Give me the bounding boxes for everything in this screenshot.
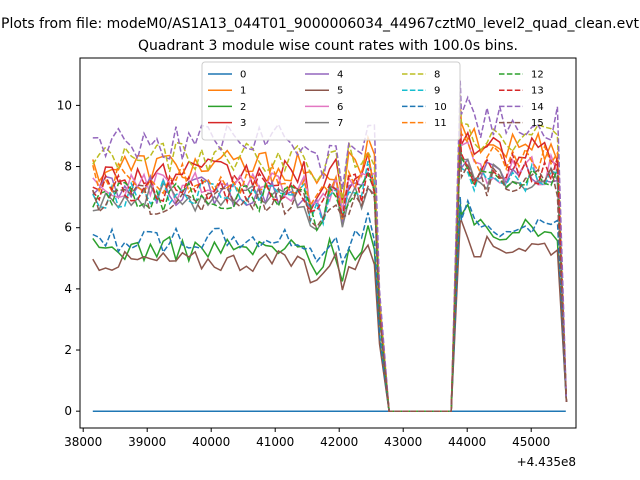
legend-label-11: 11 bbox=[434, 118, 447, 129]
legend-label-3: 3 bbox=[240, 118, 246, 129]
y-tick-label-4: 4 bbox=[64, 282, 72, 296]
series-line-7 bbox=[92, 143, 568, 412]
series-line-12 bbox=[92, 143, 568, 412]
x-tick-label-39000: 39000 bbox=[128, 435, 166, 449]
series-line-13 bbox=[92, 133, 568, 412]
series-line-3 bbox=[92, 115, 568, 412]
x-tick-label-40000: 40000 bbox=[192, 435, 230, 449]
series-line-2 bbox=[92, 202, 568, 412]
legend-label-13: 13 bbox=[531, 86, 544, 97]
y-tick-label-6: 6 bbox=[64, 221, 72, 235]
y-tick-label-10: 10 bbox=[57, 98, 72, 112]
x-tick-label-44000: 44000 bbox=[448, 435, 486, 449]
x-axis: 38000 39000 40000 41000 42000 43000 44000 45000 bbox=[64, 428, 550, 449]
x-offset-label: +4.435e8 bbox=[517, 455, 576, 469]
legend-label-4: 4 bbox=[337, 70, 343, 81]
legend-label-7: 7 bbox=[337, 118, 343, 129]
y-tick-label-8: 8 bbox=[64, 160, 72, 174]
legend-label-9: 9 bbox=[434, 86, 440, 97]
y-tick-label-2: 2 bbox=[64, 343, 72, 357]
legend-label-12: 12 bbox=[531, 70, 544, 81]
legend-label-8: 8 bbox=[434, 70, 440, 81]
x-tick-label-42000: 42000 bbox=[320, 435, 358, 449]
series-line-15 bbox=[92, 147, 568, 412]
legend-label-6: 6 bbox=[337, 102, 343, 113]
series-line-10 bbox=[92, 196, 568, 412]
plot-area: 38000 39000 40000 41000 42000 43000 44000 45000… bbox=[57, 57, 577, 469]
series-line-14 bbox=[92, 80, 568, 412]
figure-suptitle: Plots from file: modeM0/AS1A13_044T01_90… bbox=[1, 16, 639, 32]
x-tick-label-38000: 38000 bbox=[64, 435, 102, 449]
legend-label-2: 2 bbox=[240, 102, 246, 113]
series-line-11 bbox=[92, 122, 568, 412]
x-tick-label-43000: 43000 bbox=[384, 435, 422, 449]
legend-box bbox=[201, 61, 461, 141]
y-tick-label-0: 0 bbox=[64, 404, 72, 418]
legend-label-5: 5 bbox=[337, 86, 343, 97]
legend-label-10: 10 bbox=[434, 102, 447, 113]
chart-title: Quadrant 3 module wise count rates with … bbox=[138, 38, 518, 54]
series-line-5 bbox=[92, 219, 568, 412]
series-layer bbox=[92, 80, 568, 412]
y-axis: 0 2 4 6 8 10 bbox=[57, 98, 80, 418]
legend-label-0: 0 bbox=[240, 70, 246, 81]
series-line-1 bbox=[92, 105, 568, 412]
x-tick-label-41000: 41000 bbox=[256, 435, 294, 449]
legend-label-14: 14 bbox=[531, 102, 544, 113]
axes-frame bbox=[79, 57, 577, 429]
x-tick-label-45000: 45000 bbox=[512, 435, 550, 449]
legend-label-15: 15 bbox=[531, 118, 544, 129]
legend-label-1: 1 bbox=[240, 86, 246, 97]
series-line-9 bbox=[92, 140, 568, 412]
